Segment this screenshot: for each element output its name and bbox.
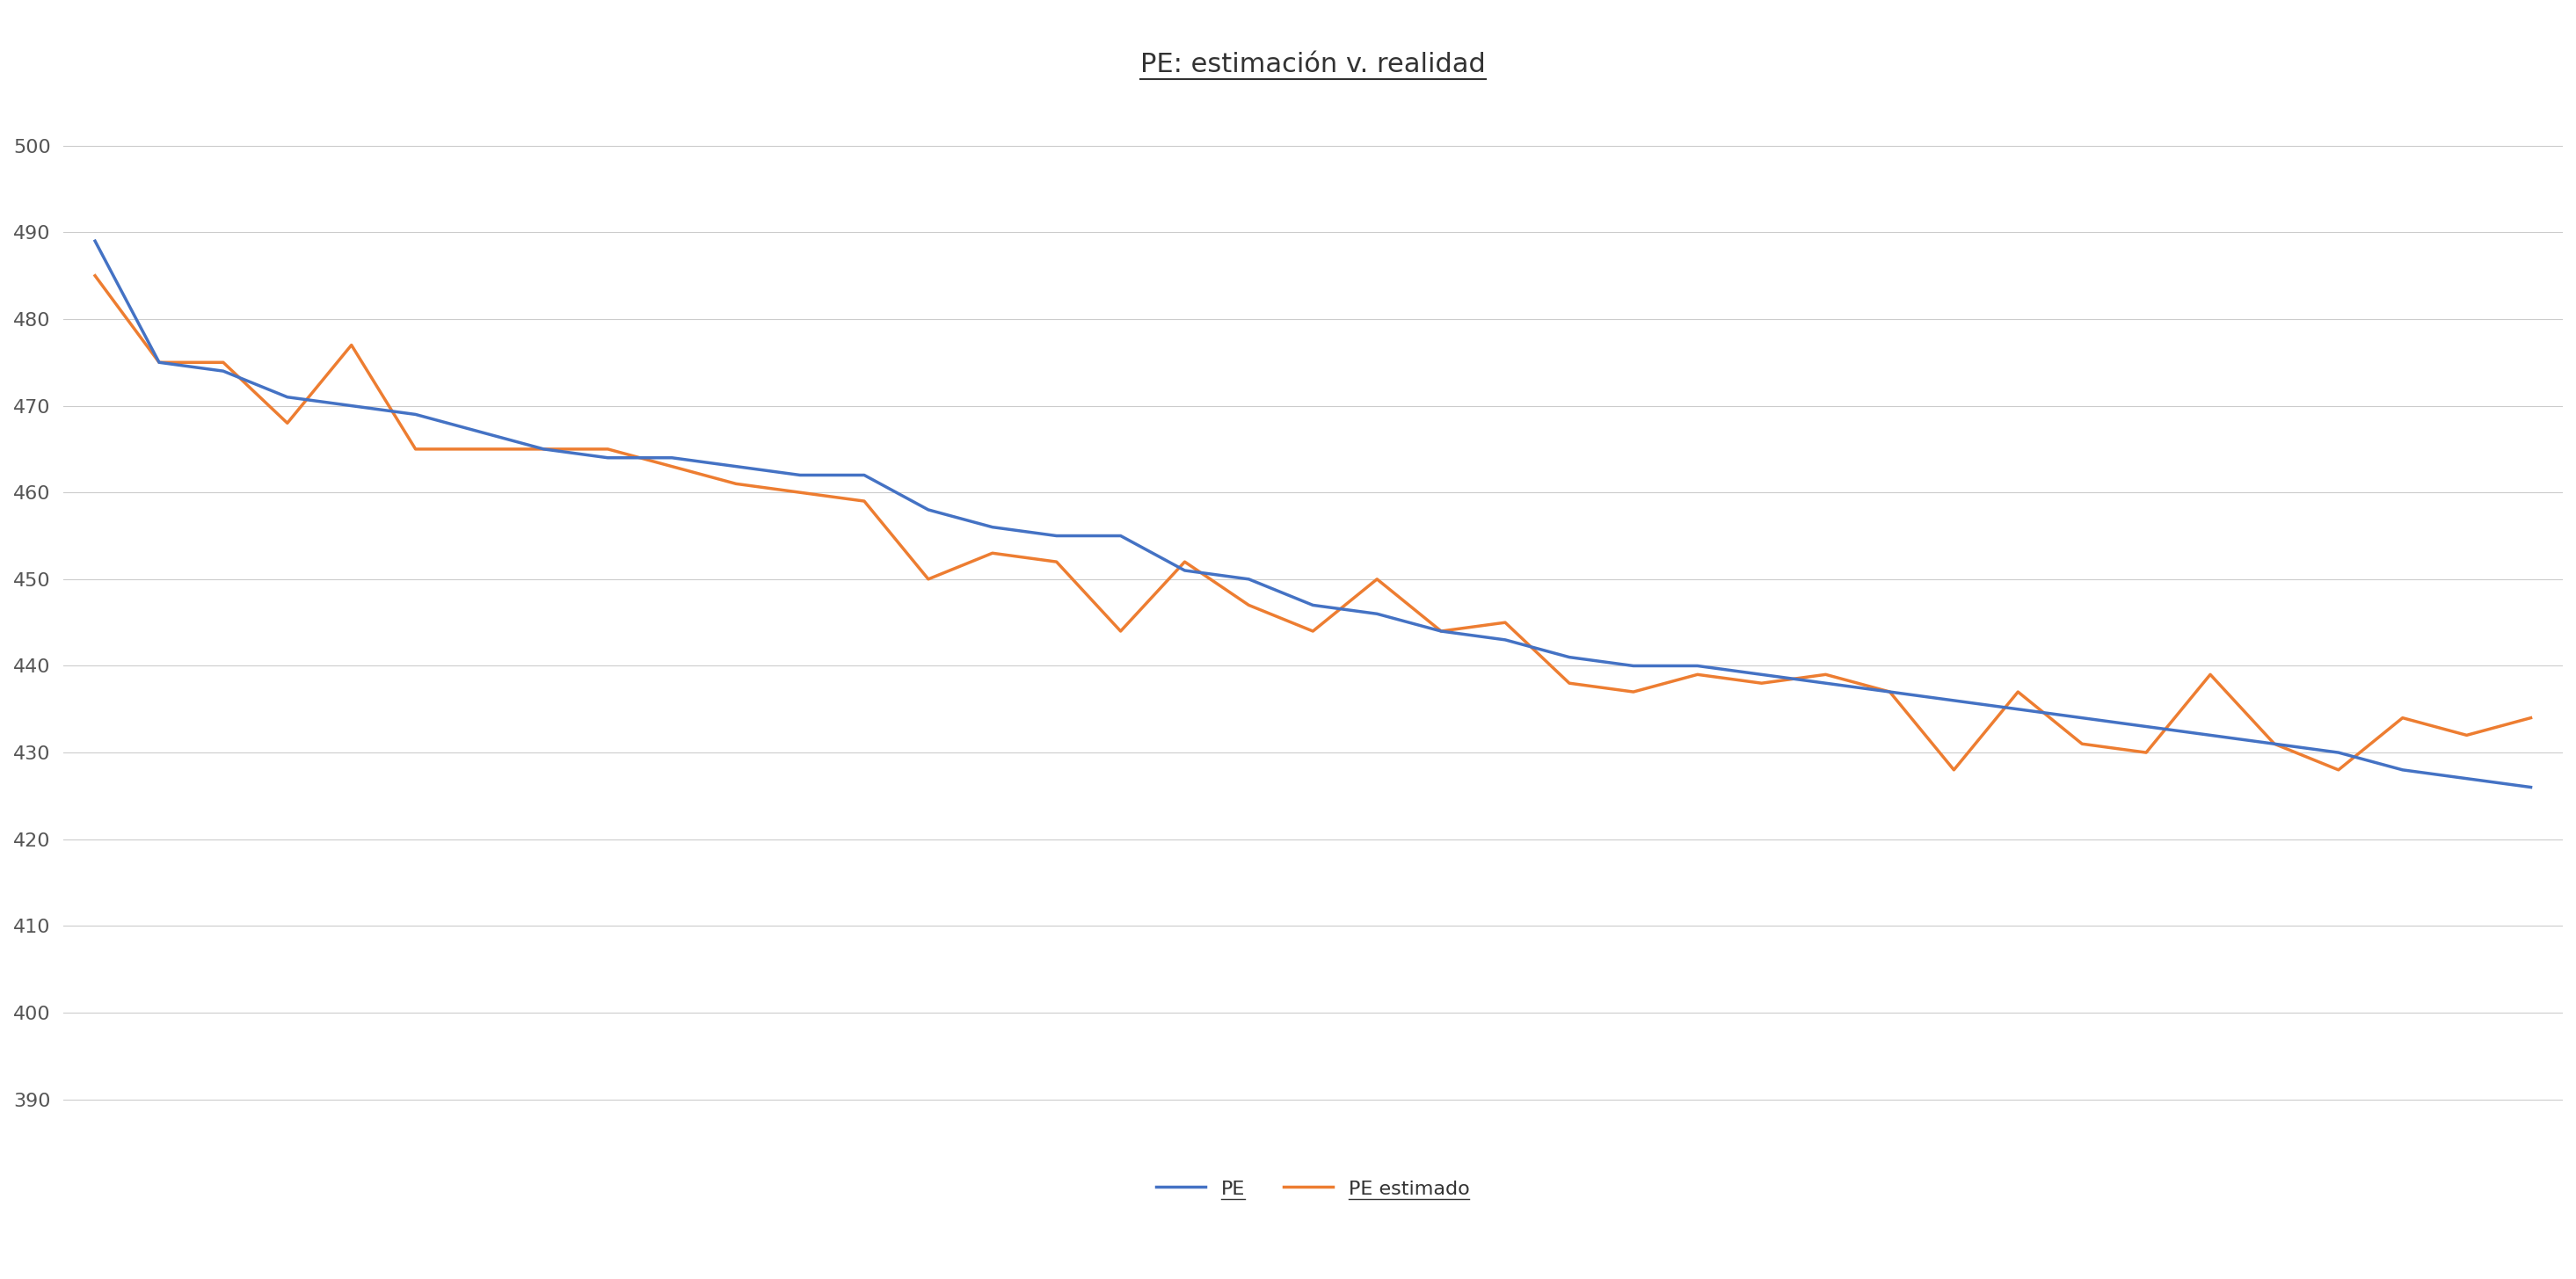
PE: [1170, 563, 1200, 578]
PE: [144, 354, 175, 370]
PE estimado: [1937, 762, 1968, 778]
PE: [1425, 623, 1455, 638]
PE: [2130, 719, 2161, 734]
PE estimado: [976, 545, 1007, 560]
PE estimado: [786, 485, 817, 500]
PE: [1937, 693, 1968, 709]
Legend: PE, PE estimado: PE, PE estimado: [1149, 1172, 1476, 1206]
Line: PE: PE: [95, 240, 2530, 787]
PE: [657, 450, 688, 466]
PE: [1298, 597, 1329, 613]
PE estimado: [2195, 666, 2226, 682]
PE: [2066, 710, 2097, 725]
PE estimado: [2130, 744, 2161, 760]
PE estimado: [1298, 623, 1329, 638]
PE estimado: [528, 441, 559, 457]
PE: [1682, 659, 1713, 674]
PE: [273, 389, 304, 404]
PE: [1747, 666, 1777, 682]
PE estimado: [2388, 710, 2419, 725]
PE: [399, 407, 430, 422]
PE estimado: [1041, 554, 1072, 569]
PE: [1489, 632, 1520, 647]
PE estimado: [209, 354, 240, 370]
PE estimado: [399, 441, 430, 457]
PE estimado: [2452, 728, 2483, 743]
PE: [721, 459, 752, 475]
PE: [464, 425, 495, 440]
PE: [592, 450, 623, 466]
PE estimado: [335, 338, 366, 353]
PE estimado: [2066, 737, 2097, 752]
PE estimado: [2002, 684, 2032, 700]
PE: [335, 398, 366, 413]
Line: PE estimado: PE estimado: [95, 276, 2530, 770]
PE: [2452, 771, 2483, 787]
PE: [209, 363, 240, 379]
PE: [1363, 606, 1394, 622]
PE estimado: [1425, 623, 1455, 638]
PE estimado: [1682, 666, 1713, 682]
PE estimado: [592, 441, 623, 457]
PE: [2514, 779, 2545, 794]
PE estimado: [273, 416, 304, 431]
PE: [786, 467, 817, 482]
PE: [1234, 572, 1265, 587]
PE: [2002, 701, 2032, 716]
PE estimado: [721, 476, 752, 491]
PE estimado: [912, 572, 943, 587]
PE: [1811, 675, 1842, 691]
PE estimado: [1363, 572, 1394, 587]
PE: [1875, 684, 1906, 700]
PE: [976, 519, 1007, 535]
PE estimado: [1489, 615, 1520, 631]
PE estimado: [1105, 623, 1136, 638]
PE: [1553, 650, 1584, 665]
PE: [848, 467, 878, 482]
PE estimado: [1811, 666, 1842, 682]
PE: [1041, 528, 1072, 544]
PE estimado: [2514, 710, 2545, 725]
PE estimado: [1170, 554, 1200, 569]
PE estimado: [657, 459, 688, 475]
PE estimado: [2259, 737, 2290, 752]
PE: [80, 233, 111, 248]
PE estimado: [464, 441, 495, 457]
PE: [2388, 762, 2419, 778]
PE: [2195, 728, 2226, 743]
PE: [912, 503, 943, 518]
PE: [1105, 528, 1136, 544]
PE estimado: [2324, 762, 2354, 778]
PE estimado: [1553, 675, 1584, 691]
PE: [1618, 659, 1649, 674]
PE: [528, 441, 559, 457]
PE: [2259, 737, 2290, 752]
PE estimado: [80, 269, 111, 284]
PE: [2324, 744, 2354, 760]
PE estimado: [1747, 675, 1777, 691]
PE estimado: [1875, 684, 1906, 700]
PE estimado: [144, 354, 175, 370]
PE estimado: [848, 494, 878, 509]
PE estimado: [1234, 597, 1265, 613]
PE estimado: [1618, 684, 1649, 700]
Title: PE: estimación v. realidad: PE: estimación v. realidad: [1141, 51, 1486, 77]
